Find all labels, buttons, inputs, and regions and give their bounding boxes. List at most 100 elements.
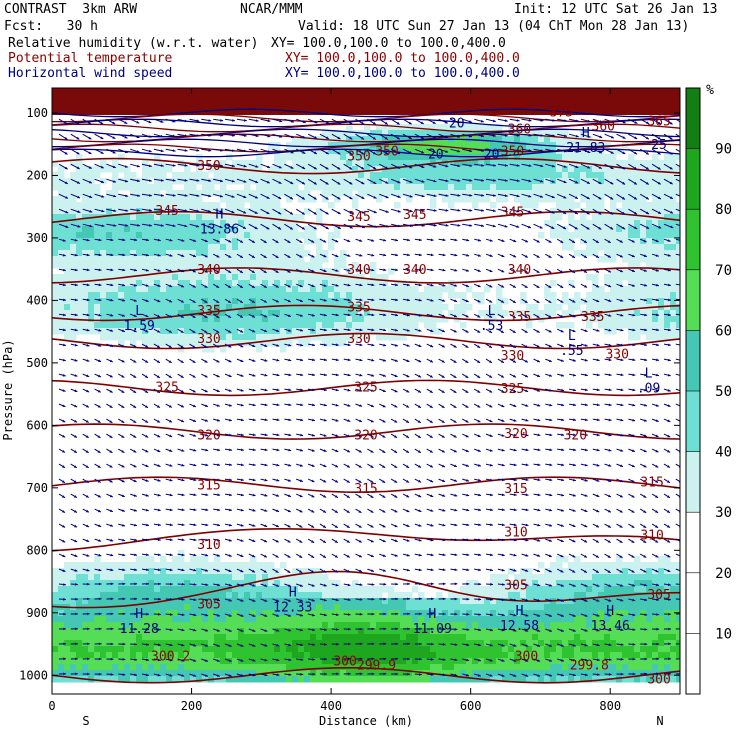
wind-vector-head (216, 629, 220, 632)
wind-vector-head (359, 298, 363, 302)
potential-temperature-contours (52, 108, 680, 684)
wind-vector-head (489, 269, 493, 273)
wind-vector-head (196, 209, 200, 213)
wind-vector-head (88, 166, 92, 169)
wind-vector-head (254, 211, 258, 214)
wind-vector-head (361, 121, 365, 125)
wind-vector-head (561, 509, 564, 512)
wind-vector-head (453, 314, 457, 318)
wind-vector-head (536, 344, 540, 348)
wind-vector-head (645, 196, 649, 200)
wind-vector-head (524, 254, 528, 258)
wind-vector-head (74, 238, 78, 242)
colorbar-segment (686, 451, 700, 513)
wind-vector-head (441, 390, 445, 393)
wind-vector-head (454, 553, 458, 557)
wind-vector-head (490, 568, 493, 572)
wind-vector-head (667, 254, 671, 257)
wind-vector-head (62, 465, 65, 468)
wind-vector-head (394, 374, 398, 377)
wind-vector-head (169, 508, 173, 512)
wind-vector-head (181, 568, 185, 572)
wind-vector-head (513, 674, 517, 677)
wind-vector-head (89, 210, 93, 213)
wind-vector-head (599, 150, 602, 154)
wind-vector-head (180, 345, 184, 348)
wind-vector-head (430, 314, 434, 317)
wind-vector-head (359, 254, 363, 257)
wind-vector-head (347, 313, 351, 317)
wind-vector-head (504, 194, 508, 197)
wind-vector (675, 238, 680, 241)
wind-vector-head (586, 211, 590, 215)
wind-vector-head (620, 284, 624, 287)
wind-vector-head (219, 194, 223, 198)
wind-vector-head (335, 313, 339, 317)
wind-vector-head (561, 478, 565, 482)
wind-vector-head (276, 344, 280, 347)
wind-vector-head (254, 226, 258, 229)
wind-vector-head (97, 405, 101, 408)
valid-time: Valid: 18 UTC Sun 27 Jan 13 (04 ChT Mon … (298, 19, 690, 34)
wind-vector-head (85, 480, 89, 483)
wind-vector-head (86, 298, 90, 302)
wind-vector-head (596, 433, 600, 437)
wind-vector-head (217, 478, 221, 482)
wind-vector-head (193, 674, 197, 677)
wind-vector-head (63, 672, 66, 676)
wind-vector-head (537, 674, 541, 677)
wind-vector-head (121, 375, 125, 378)
wind-vector-head (207, 225, 211, 228)
wind-vector-head (62, 239, 66, 242)
wind-vector-head (335, 569, 338, 573)
wind-vector-head (122, 524, 125, 527)
wind-vector-head (680, 613, 683, 616)
wind-vector-head (656, 627, 660, 631)
wind-vector-head (454, 628, 458, 631)
wind-vector-head (619, 240, 623, 243)
wind-vector-head (88, 136, 92, 140)
wind-vector-head (383, 642, 387, 646)
wind-vector-head (323, 254, 327, 258)
wind-vector-head (74, 524, 78, 528)
wind-vector-head (525, 629, 529, 632)
wind-vector-head (122, 582, 126, 586)
wind-vector-head (335, 388, 339, 392)
wind-vector-head (644, 298, 648, 302)
wind-vector-head (645, 166, 649, 170)
wind-vector-head (397, 180, 401, 184)
wind-vector-head (349, 225, 353, 229)
wind-vector-head (382, 419, 386, 423)
wind-vector-head (146, 582, 149, 586)
wind-vector-head (585, 403, 588, 407)
wind-vector-head (584, 658, 588, 662)
wind-vector-head (288, 599, 291, 602)
wind-vector (675, 493, 680, 498)
wind-vector-head (537, 463, 541, 467)
wind-vector-head (73, 450, 77, 453)
extremum-letter: L (488, 304, 496, 319)
wind-vector-head (300, 388, 304, 392)
wind-vector-head (264, 658, 268, 662)
wind-vector-head (465, 360, 469, 363)
wind-vector-head (349, 121, 353, 125)
wind-vector-head (346, 510, 350, 513)
extremum-value: 13.86 (200, 222, 239, 237)
wind-vector-head (585, 418, 588, 422)
wind-vector-head (548, 255, 552, 258)
wind-vector-head (255, 134, 259, 138)
wind-vector-head (278, 165, 282, 169)
wind-vector-head (133, 314, 137, 317)
wind-vector-head (385, 224, 389, 228)
wind-vector-head (655, 480, 659, 483)
theta-contour-335 (52, 304, 680, 322)
wind-vector-head (299, 299, 303, 302)
wind-vector-head (525, 404, 529, 407)
wind-vector-head (240, 524, 244, 527)
wind-vector-head (313, 151, 317, 154)
wind-vector-head (216, 285, 220, 288)
wind-vector-head (216, 315, 220, 318)
wind-vector-head (584, 478, 588, 482)
wind-vector-head (395, 283, 398, 287)
wind-vector-head (489, 463, 493, 467)
